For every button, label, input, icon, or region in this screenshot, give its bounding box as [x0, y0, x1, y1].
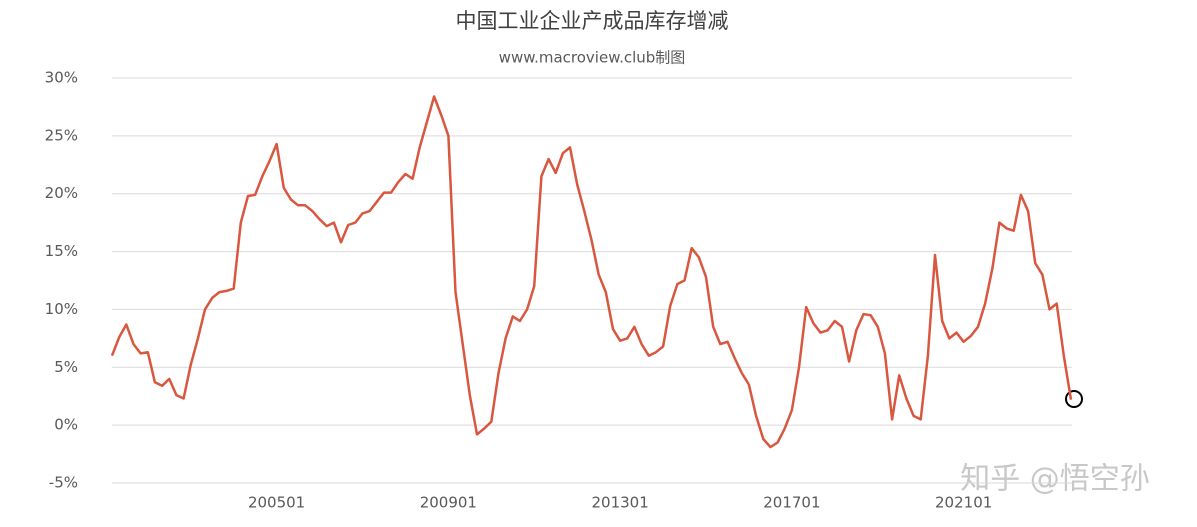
y-tick-label: -5% — [49, 474, 78, 492]
x-tick-label: 200501 — [248, 494, 305, 512]
y-tick-label: 5% — [54, 358, 78, 376]
y-tick-label: 30% — [45, 69, 78, 87]
y-tick-label: 25% — [45, 126, 78, 144]
watermark: 知乎 @悟空孙 — [960, 462, 1150, 497]
data-line — [110, 95, 1073, 449]
y-tick-label: 10% — [45, 300, 78, 318]
x-tick-label: 201301 — [591, 494, 648, 512]
chart-subtitle: www.macroview.club制图 — [499, 49, 686, 67]
annotation-circle — [1065, 390, 1083, 408]
y-tick-label: 0% — [54, 416, 78, 434]
y-tick-label: 15% — [45, 242, 78, 260]
y-tick-label: 20% — [45, 184, 78, 202]
chart-title: 中国工业企业产成品库存增减 — [456, 9, 729, 33]
x-tick-label: 200901 — [420, 494, 477, 512]
x-tick-label: 201701 — [763, 494, 820, 512]
x-tick-label: 202101 — [935, 494, 992, 512]
